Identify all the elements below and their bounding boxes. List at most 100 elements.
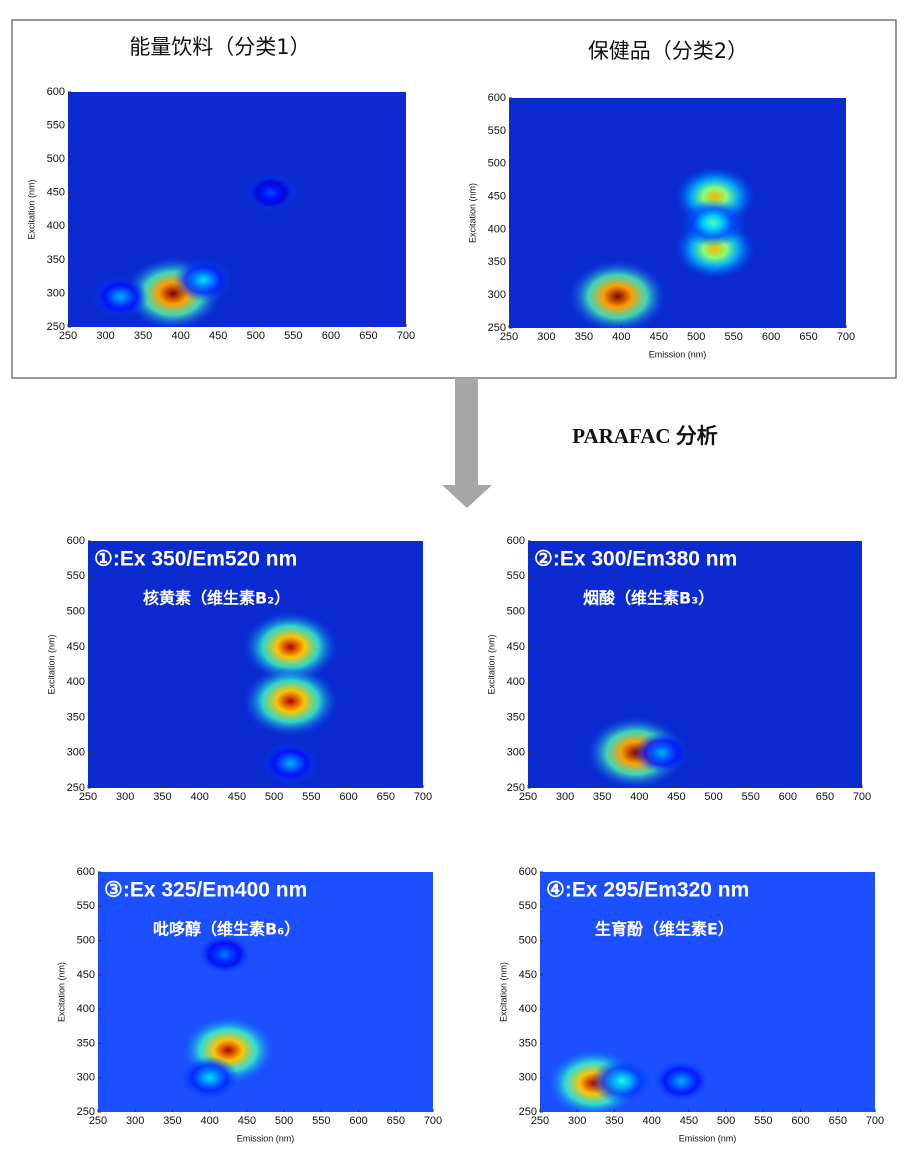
x-tick-label: 550	[302, 791, 320, 803]
y-tick-label: 250	[507, 782, 525, 794]
y-tick-label: 600	[67, 535, 85, 547]
annotation: 烟酸（维生素B₃）	[583, 589, 714, 608]
plot-background	[528, 541, 862, 788]
x-tick-label: 600	[791, 1115, 809, 1127]
annotation: ③:Ex 325/Em400 nm	[104, 879, 307, 902]
x-tick-label: 650	[799, 331, 817, 343]
peak	[173, 258, 233, 302]
x-tick-label: 700	[866, 1115, 884, 1127]
peak	[245, 174, 296, 212]
x-tick-label: 450	[238, 1115, 256, 1127]
y-tick-label: 250	[488, 322, 506, 334]
peak	[653, 1060, 710, 1102]
peak	[591, 1058, 653, 1104]
y-tick-label: 550	[77, 900, 95, 912]
y-tick-label: 400	[67, 676, 85, 688]
y-axis-label: Excitation (nm)	[26, 179, 36, 239]
y-tick-label: 600	[47, 86, 65, 98]
y-tick-label: 300	[488, 289, 506, 301]
y-tick-label: 300	[47, 287, 65, 299]
y-tick-label: 500	[507, 605, 525, 617]
y-tick-label: 300	[519, 1072, 537, 1084]
heatmap-layer	[569, 167, 755, 328]
y-tick-label: 450	[488, 190, 506, 202]
y-tick-label: 550	[67, 570, 85, 582]
y-tick-label: 500	[519, 934, 537, 946]
x-tick-label: 350	[153, 791, 171, 803]
x-tick-label: 300	[556, 791, 574, 803]
heatmap-layer	[180, 934, 276, 1100]
x-tick-label: 700	[414, 791, 432, 803]
x-axis-label: Emission (nm)	[237, 1133, 295, 1143]
x-tick-label: 400	[630, 791, 648, 803]
x-tick-label: 500	[265, 791, 283, 803]
y-tick-label: 250	[77, 1106, 95, 1118]
panel-title: 能量饮料（分类1）	[129, 35, 310, 59]
x-tick-label: 450	[228, 791, 246, 803]
x-tick-label: 350	[134, 330, 152, 342]
y-axis-label: Excitation (nm)	[46, 634, 56, 694]
panel-title: 保健品（分类2）	[588, 39, 748, 63]
y-tick-label: 500	[47, 153, 65, 165]
x-tick-label: 600	[339, 791, 357, 803]
peak	[92, 276, 149, 318]
annotation: 核黄素（维生素B₂）	[143, 589, 290, 608]
x-tick-label: 500	[717, 1115, 735, 1127]
y-tick-label: 300	[77, 1072, 95, 1084]
peak	[633, 732, 690, 774]
peak	[198, 934, 251, 974]
y-tick-label: 550	[47, 119, 65, 131]
y-tick-label: 400	[488, 223, 506, 235]
y-axis-label: Excitation (nm)	[467, 183, 477, 243]
y-axis-label: Excitation (nm)	[56, 962, 66, 1022]
y-tick-label: 600	[519, 866, 537, 878]
x-tick-label: 500	[247, 330, 265, 342]
x-tick-label: 400	[612, 331, 630, 343]
arrow-label: PARAFAC 分析	[572, 424, 718, 448]
x-tick-label: 600	[349, 1115, 367, 1127]
annotation: 吡哆醇（维生素B₆）	[153, 920, 300, 939]
x-axis-label: Emission (nm)	[679, 1133, 737, 1143]
y-tick-label: 500	[67, 605, 85, 617]
y-tick-label: 450	[519, 969, 537, 981]
y-tick-label: 250	[47, 321, 65, 333]
x-tick-label: 250	[531, 1115, 549, 1127]
x-tick-label: 500	[704, 791, 722, 803]
x-tick-label: 700	[397, 330, 415, 342]
x-tick-label: 300	[537, 331, 555, 343]
annotation: ①:Ex 350/Em520 nm	[94, 548, 297, 571]
peak	[680, 198, 745, 247]
y-tick-label: 550	[488, 125, 506, 137]
x-tick-label: 400	[200, 1115, 218, 1127]
x-tick-label: 650	[387, 1115, 405, 1127]
x-tick-label: 450	[209, 330, 227, 342]
x-tick-label: 700	[424, 1115, 442, 1127]
y-tick-label: 500	[488, 158, 506, 170]
y-tick-label: 300	[507, 747, 525, 759]
y-tick-label: 550	[519, 900, 537, 912]
x-tick-label: 550	[284, 330, 302, 342]
annotation: 生育酚（维生素E）	[595, 920, 734, 939]
y-tick-label: 450	[67, 641, 85, 653]
x-tick-label: 250	[519, 791, 537, 803]
plot-background	[98, 872, 433, 1112]
annotation: ②:Ex 300/Em380 nm	[534, 548, 737, 571]
peak	[262, 742, 319, 784]
y-tick-label: 600	[77, 866, 95, 878]
arrow-head	[442, 485, 492, 508]
x-tick-label: 500	[687, 331, 705, 343]
x-tick-label: 650	[359, 330, 377, 342]
y-tick-label: 500	[77, 934, 95, 946]
y-tick-label: 400	[47, 220, 65, 232]
x-tick-label: 250	[89, 1115, 107, 1127]
y-axis-label: Excitation (nm)	[486, 634, 496, 694]
x-tick-label: 300	[126, 1115, 144, 1127]
x-tick-label: 550	[724, 331, 742, 343]
y-tick-label: 250	[67, 782, 85, 794]
x-tick-label: 450	[650, 331, 668, 343]
y-tick-label: 400	[507, 676, 525, 688]
y-tick-label: 400	[77, 1003, 95, 1015]
y-tick-label: 350	[47, 254, 65, 266]
y-tick-label: 400	[519, 1003, 537, 1015]
x-tick-label: 600	[762, 331, 780, 343]
